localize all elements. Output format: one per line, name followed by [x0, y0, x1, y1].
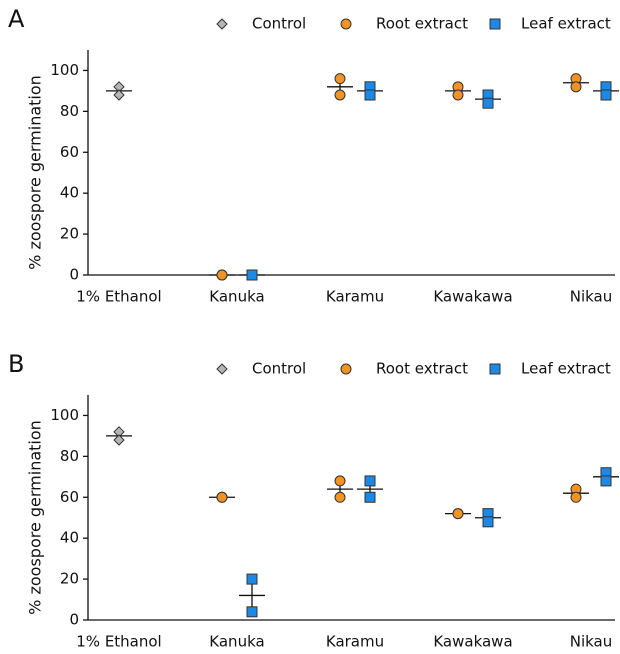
data-point	[113, 89, 125, 101]
legend-label: Leaf extract	[521, 360, 611, 378]
data-point	[246, 606, 258, 618]
y-tick-label: 100	[50, 61, 79, 79]
data-point	[113, 434, 125, 446]
data-point	[334, 89, 346, 101]
data-point	[600, 475, 612, 487]
data-point	[216, 269, 228, 281]
y-tick-label: 0	[69, 611, 79, 629]
data-point	[364, 89, 376, 101]
x-tick-label: Nikau	[570, 288, 613, 306]
legend-label: Control	[252, 360, 306, 378]
x-tick-label: Kanuka	[209, 633, 264, 651]
legend-marker	[489, 363, 501, 375]
y-axis-title: % zoospore germination	[26, 75, 45, 270]
y-tick-label: 40	[60, 529, 79, 547]
y-tick-label: 0	[69, 266, 79, 284]
y-tick-label: 20	[60, 225, 79, 243]
data-point	[334, 73, 346, 85]
x-tick-label: Nikau	[570, 633, 613, 651]
data-point	[334, 475, 346, 487]
x-tick-label: Kawakawa	[433, 288, 512, 306]
y-tick-label: 40	[60, 184, 79, 202]
y-tick-label: 20	[60, 570, 79, 588]
x-tick-label: Kanuka	[209, 288, 264, 306]
data-point	[246, 269, 258, 281]
panel-label: A	[8, 5, 25, 33]
legend-label: Leaf extract	[521, 15, 611, 33]
y-tick-label: 60	[60, 143, 79, 161]
legend-marker	[340, 363, 352, 375]
y-tick-label: 80	[60, 102, 79, 120]
x-tick-label: 1% Ethanol	[76, 633, 161, 651]
data-point	[600, 89, 612, 101]
legend-label: Control	[252, 15, 306, 33]
legend-label: Root extract	[376, 360, 468, 378]
legend-marker	[216, 18, 228, 30]
data-point	[570, 81, 582, 93]
panel-label: B	[8, 350, 24, 378]
data-point	[246, 573, 258, 585]
legend-marker	[489, 18, 501, 30]
data-point	[482, 516, 494, 528]
y-tick-label: 60	[60, 488, 79, 506]
legend-marker	[216, 363, 228, 375]
data-point	[570, 491, 582, 503]
data-point	[452, 89, 464, 101]
y-tick-label: 80	[60, 447, 79, 465]
x-tick-label: 1% Ethanol	[76, 288, 161, 306]
data-point	[334, 491, 346, 503]
x-tick-label: Kawakawa	[433, 633, 512, 651]
legend-marker	[340, 18, 352, 30]
data-point	[364, 491, 376, 503]
y-axis-title: % zoospore germination	[26, 420, 45, 615]
x-tick-label: Karamu	[326, 288, 384, 306]
data-point	[364, 475, 376, 487]
data-point	[216, 491, 228, 503]
x-tick-label: Karamu	[326, 633, 384, 651]
legend-label: Root extract	[376, 15, 468, 33]
data-point	[452, 508, 464, 520]
data-point	[482, 97, 494, 109]
y-tick-label: 100	[50, 406, 79, 424]
